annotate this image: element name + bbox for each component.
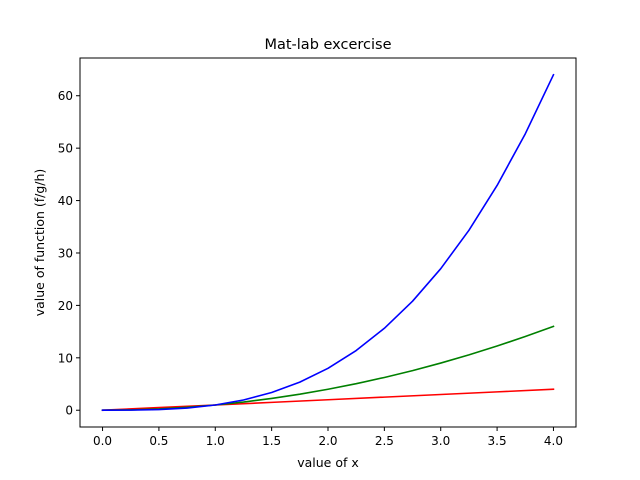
y-axis-label: value of function (f/g/h) <box>32 169 47 317</box>
series-line-1 <box>101 388 555 412</box>
x-axis-label: value of x <box>297 455 359 470</box>
x-tick-label: 1.5 <box>262 434 281 448</box>
x-tick-label: 2.5 <box>375 434 394 448</box>
x-tick-label: 4.0 <box>544 434 563 448</box>
y-tick-label: 60 <box>58 89 73 103</box>
series-line-3 <box>101 73 555 412</box>
x-tick-label: 1.0 <box>206 434 225 448</box>
x-tick-label: 0.5 <box>149 434 168 448</box>
y-tick-label: 40 <box>58 194 73 208</box>
series-layer <box>101 73 555 412</box>
y-tick-label: 10 <box>58 351 73 365</box>
y-tick-label: 20 <box>58 299 73 313</box>
x-tick-label: 3.5 <box>488 434 507 448</box>
x-tick-label: 0.0 <box>93 434 112 448</box>
y-tick-label: 50 <box>58 142 73 156</box>
y-tick-label: 0 <box>65 404 73 418</box>
y-tick-label: 30 <box>58 246 73 260</box>
x-tick-label: 2.0 <box>318 434 337 448</box>
x-axis-ticks: 0.0 0.5 1.0 1.5 2.0 2.5 3.0 3.5 4.0 <box>93 427 563 448</box>
chart-title: Mat-lab excercise <box>264 37 391 53</box>
y-axis-ticks: 0 10 20 30 40 50 60 <box>58 89 80 418</box>
x-tick-label: 3.0 <box>431 434 450 448</box>
